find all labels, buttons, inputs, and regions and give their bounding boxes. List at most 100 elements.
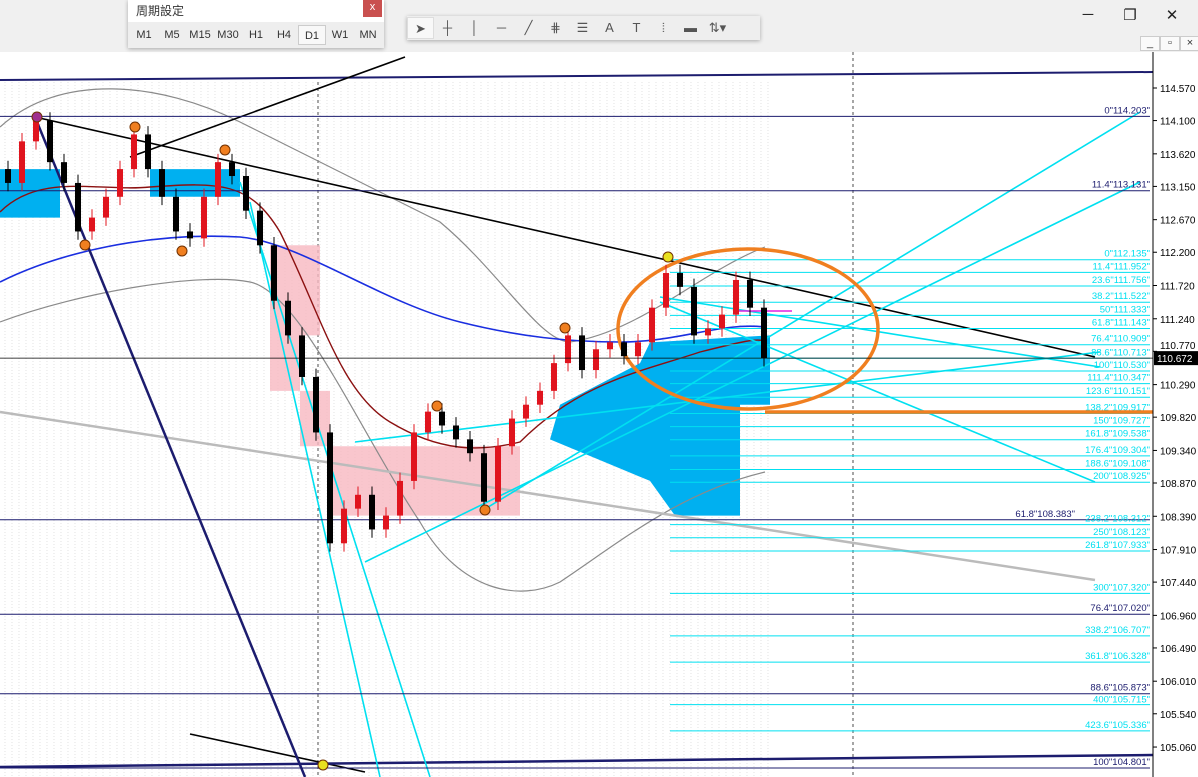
restore-button[interactable]: ❐ [1123,7,1137,24]
timeframe-d1[interactable]: D1 [298,25,326,45]
trendline [0,71,1154,81]
timeframe-w1[interactable]: W1 [331,29,349,41]
fib-level-label: 188.6"109.108" [1085,459,1150,470]
candle [565,327,571,372]
trendline-navy [0,753,1154,769]
fib-level-label: 261.8"107.933" [1085,540,1150,551]
candle [663,264,669,316]
equidistant-channel-icon[interactable]: ⋕ [550,20,561,35]
candle [201,188,207,247]
candle-body [747,279,753,308]
candle [159,160,165,206]
candle [691,278,697,344]
period-panel-close-button[interactable]: x [363,0,382,17]
candle [579,327,585,379]
candle-body [733,279,739,315]
cursor-icon[interactable]: ➤ [407,17,434,39]
fib-level-label: 361.8"106.328" [1085,651,1150,662]
price-axis-label: 108.390 [1160,512,1197,523]
rectangle-icon[interactable]: ▬ [684,20,697,35]
candle-body [19,141,25,183]
timeframe-mn[interactable]: MN [359,29,377,41]
minimize-button[interactable]: ─ [1082,6,1094,23]
candle [369,486,375,538]
candle [705,320,711,344]
trendline-cyan [659,301,1096,483]
candle [495,437,501,511]
fibonacci-timezones-icon[interactable]: ⦙ [662,20,665,35]
price-axis-label: 107.910 [1160,546,1197,557]
fib-level-label: 50"111.333" [1100,304,1150,315]
timeframe-h4[interactable]: H4 [276,29,292,41]
candle [271,236,277,310]
candle-body [47,120,53,163]
candle-body [75,182,81,232]
chart-minimize-button[interactable]: _ [1140,36,1160,51]
candle-body [495,446,501,502]
fibonacci-retracement-icon[interactable]: ☰ [576,20,589,35]
timeframe-h1[interactable]: H1 [248,29,264,41]
candle-body [173,196,179,232]
vertical-line-icon[interactable]: │ [470,20,479,35]
candle-body [593,349,599,371]
candle [229,153,235,185]
candle [355,486,361,517]
candle [523,396,529,427]
highlight-ellipse [616,247,880,411]
price-axis-label: 106.490 [1160,644,1197,655]
candle-body [481,453,487,502]
timeframe-m1[interactable]: M1 [136,29,152,41]
candle [285,292,291,344]
close-button[interactable]: ✕ [1165,7,1179,24]
text-icon[interactable]: A [605,20,614,35]
zigzag-point-marker [79,239,91,251]
timeframe-m15[interactable]: M15 [189,29,211,41]
fib-level-label: 0"114.203" [1104,105,1150,116]
candle [327,424,333,552]
candle [481,444,487,511]
fib-level-label: 300"107.320" [1093,582,1150,593]
timeframe-m30[interactable]: M30 [217,29,239,41]
timeframe-m5[interactable]: M5 [164,29,180,41]
candle-body [89,217,95,232]
horizontal-line-icon[interactable]: ─ [496,20,507,35]
fib-level-label: 11.4"111.952" [1093,261,1150,272]
trendline-icon[interactable]: ╱ [524,20,533,35]
candle [383,507,389,538]
price-axis-label: 108.870 [1160,479,1197,490]
price-axis-label: 109.820 [1160,413,1197,424]
price-axis-label: 111.720 [1160,282,1195,293]
candle [677,264,683,296]
price-axis-label: 105.060 [1160,743,1197,754]
candle-body [607,342,613,350]
fib-level-label: 88.6"105.873" [1090,683,1150,694]
timeframe-row: M1 M5 M15 M30 H1 H4 D1 W1 MN [128,22,384,48]
chart-restore-button[interactable]: ▫ [1160,36,1180,51]
candle [607,334,613,358]
crosshair-icon[interactable]: ┼ [442,20,453,35]
candle-body [145,134,151,170]
price-axis-label: 112.670 [1160,216,1196,227]
candle-body [663,273,669,308]
fib-level-label: 100"110.530" [1094,360,1150,371]
candle-body [411,432,417,481]
candle [509,410,515,455]
candle-body [327,432,333,544]
price-axis-label: 109.340 [1160,446,1197,457]
fib-level-label: 150"109.727" [1093,416,1150,427]
text-label-icon[interactable]: T [632,20,641,35]
bollinger-upper [0,88,766,343]
chart-close-button[interactable]: × [1180,36,1198,51]
candle [747,271,753,316]
candle [467,431,473,462]
candle [75,174,81,240]
trendline [129,56,406,158]
arrows-dropdown-icon[interactable]: ⇅▾ [708,20,727,35]
candle [131,126,137,178]
bollinger-lower [0,278,766,592]
candle-body [439,411,445,426]
candle [341,500,347,552]
price-chart[interactable]: 0"114.203" 11.4"113.131" 0"112.135"11.4"11… [0,52,1198,777]
candle-body [369,494,375,530]
candle [733,271,739,323]
